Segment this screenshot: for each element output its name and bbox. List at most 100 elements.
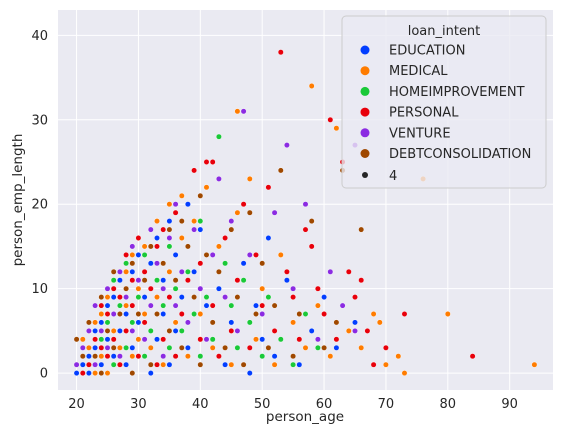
data-point <box>271 209 278 216</box>
data-point <box>222 235 229 241</box>
data-point <box>92 336 99 343</box>
data-point <box>154 361 160 368</box>
data-point <box>191 218 198 225</box>
data-point <box>246 319 253 326</box>
data-point <box>308 327 315 334</box>
data-point <box>302 201 309 208</box>
data-point <box>98 344 105 351</box>
data-point <box>160 353 167 360</box>
data-point <box>86 344 92 351</box>
data-point <box>203 294 210 300</box>
data-point <box>172 353 179 360</box>
data-point <box>79 370 86 376</box>
data-point <box>333 319 340 326</box>
data-point <box>358 277 365 284</box>
data-point <box>228 361 235 368</box>
x-tick-label: 80 <box>440 397 457 412</box>
data-point <box>73 370 80 376</box>
data-point <box>283 268 290 275</box>
data-point <box>234 209 241 216</box>
y-tick-label: 0 <box>40 367 48 382</box>
x-tick-label: 40 <box>192 397 209 412</box>
data-point <box>253 311 259 317</box>
data-point <box>228 319 235 326</box>
data-point <box>104 294 111 300</box>
data-point <box>117 344 123 351</box>
legend-label: PERSONAL <box>389 106 459 121</box>
data-point <box>395 353 402 360</box>
data-point <box>215 133 222 140</box>
data-point <box>117 302 123 309</box>
x-tick-label: 90 <box>501 397 518 412</box>
data-point <box>234 344 241 351</box>
data-point <box>92 370 99 376</box>
data-point <box>209 344 216 351</box>
data-point <box>271 327 278 334</box>
data-point <box>92 327 99 334</box>
data-point <box>197 311 204 317</box>
data-point <box>191 311 198 317</box>
data-point <box>197 226 204 233</box>
data-point <box>160 311 167 317</box>
legend-items: EDUCATION MEDICAL HOMEIMPROVEMENT PERSONAL V… <box>360 44 531 162</box>
data-point <box>234 327 241 334</box>
data-point <box>296 336 303 343</box>
data-point <box>240 277 247 284</box>
data-point <box>129 319 136 326</box>
data-point <box>135 285 142 292</box>
data-point <box>79 361 86 368</box>
data-point <box>141 353 148 360</box>
data-point <box>253 251 259 258</box>
data-point <box>234 294 241 300</box>
legend-box <box>341 15 547 189</box>
data-point <box>123 344 130 351</box>
data-point <box>98 294 105 300</box>
data-point <box>98 311 105 317</box>
data-point <box>110 268 117 275</box>
data-point <box>110 311 117 317</box>
data-point <box>240 260 247 267</box>
data-point <box>271 353 278 360</box>
data-point <box>110 327 117 334</box>
legend-label: VENTURE <box>389 126 451 141</box>
x-tick-label: 20 <box>68 397 85 412</box>
data-point <box>98 327 105 334</box>
data-point <box>339 302 346 309</box>
data-point <box>166 218 173 225</box>
data-point <box>141 251 148 258</box>
data-point <box>178 344 185 351</box>
data-point <box>197 336 204 343</box>
data-point <box>154 311 160 317</box>
data-point <box>129 251 136 258</box>
x-tick-label: 30 <box>130 397 147 412</box>
data-point <box>308 243 315 250</box>
data-point <box>117 327 123 334</box>
data-point <box>191 167 198 174</box>
data-point <box>197 260 204 267</box>
data-point <box>104 319 111 326</box>
data-point <box>228 302 235 309</box>
data-point <box>253 336 259 343</box>
data-point <box>259 302 266 309</box>
data-point <box>166 235 173 241</box>
data-point <box>197 353 204 360</box>
data-point <box>129 268 136 275</box>
data-point <box>123 361 130 368</box>
data-point <box>117 361 123 368</box>
data-point <box>314 344 321 351</box>
data-point <box>98 302 105 309</box>
data-point <box>283 142 290 149</box>
x-tick-labels: 20 30 40 50 60 70 80 90 <box>68 397 518 412</box>
data-point <box>382 344 389 351</box>
data-point <box>290 353 296 360</box>
data-point <box>222 361 229 368</box>
data-point <box>129 302 136 309</box>
data-point <box>265 344 272 351</box>
data-point <box>376 319 383 326</box>
data-point <box>222 344 229 351</box>
y-tick-labels: 0 10 20 30 40 <box>31 29 48 382</box>
data-point <box>358 226 365 233</box>
data-point <box>135 294 142 300</box>
data-point <box>104 302 111 309</box>
data-point <box>172 251 179 258</box>
